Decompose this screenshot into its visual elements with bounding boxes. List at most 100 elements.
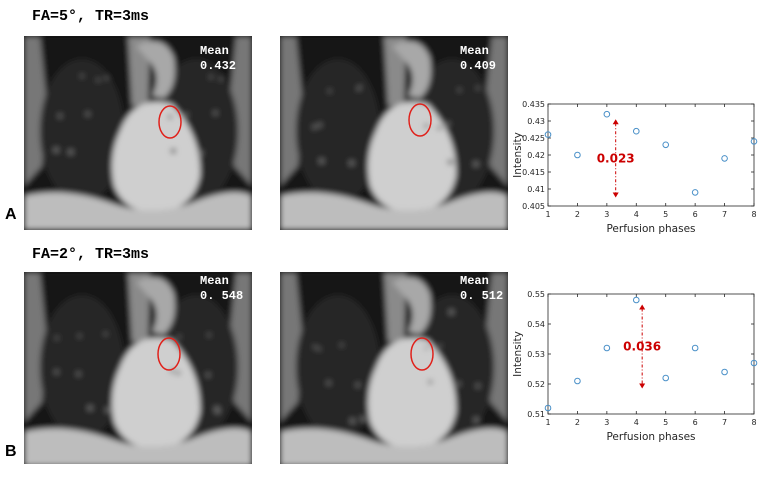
lung-vessel [105,407,111,413]
lung-vessel [445,121,451,127]
lung-vessel [448,309,455,315]
heart [112,337,201,449]
data-point [632,127,640,135]
lung-left [40,59,124,203]
lung-vessel [326,380,331,386]
lung-vessel [219,77,223,81]
aortic-arch [136,277,175,334]
x-tick-label: 7 [722,418,727,427]
intensity-chart-b: 1 2 3 4 5 6 7 8 0.51 0.52 0.53 0.54 0.55 Perfusion ph… [512,290,758,443]
lung-vessel [67,149,74,155]
aortic-arch [136,41,175,98]
mri-anatomy [280,36,508,230]
lung-vessel [348,160,355,166]
mri-anatomy [24,272,252,464]
data-point [544,404,552,412]
lung-vessel [55,336,59,340]
y-axis-label: Intensity [512,331,524,377]
aortic-arch [392,277,431,334]
data-point [544,131,552,138]
y-tick-label: 0.54 [527,320,545,329]
data-point [662,374,670,382]
y-tick-label: 0.41 [527,185,545,194]
x-tick-label: 8 [751,210,756,219]
row-b-title: FA=2°, TR=3ms [32,246,150,263]
lung-left [296,59,380,203]
mean-value: 0. 548 [200,289,244,303]
lung-vessel [318,158,325,164]
y-tick-label: 0.55 [527,290,545,299]
lung-vessel [424,123,429,129]
plot-frame [547,103,755,207]
y-tick-label: 0.425 [522,134,545,143]
lung-vessel [424,346,428,350]
y-tick-label: 0.43 [527,117,545,126]
x-tick-label: 7 [722,210,727,219]
lung-vessel [456,381,461,387]
row-a-title: FA=5°, TR=3ms [32,8,150,25]
data-point [691,189,699,196]
heart [112,101,201,213]
lung-vessel [76,371,81,377]
aortic-arch [392,41,431,98]
lung-vessel [457,88,462,92]
panel-letter-b: B [5,443,17,460]
roi-ellipse [408,103,432,137]
y-tick-label: 0.53 [527,350,545,359]
mri-image-a2: Mean 0.409 [280,36,508,230]
lung-vessel [340,343,344,347]
x-tick-label: 3 [604,418,609,427]
lung-vessel [436,125,442,131]
x-tick-label: 4 [634,210,639,219]
lung-vessel [475,383,481,389]
lung-vessel [104,76,109,80]
lung-vessel [104,332,108,336]
mean-value: 0.409 [460,59,497,73]
data-point [662,141,670,149]
lung-vessel [209,75,213,79]
lung-vessel [355,382,361,388]
heart [368,101,457,213]
data-point [721,368,728,376]
lung-left [40,295,124,439]
data-point [603,344,611,352]
lung-vessel [205,372,211,378]
range-arrow-head-down [612,192,619,198]
x-tick-label: 4 [634,418,639,427]
lung-left [296,295,380,439]
intensity-chart-a: 1 2 3 4 5 6 7 8 0.405 0.41 0.415 0.42 0.425 0.43 0.435… [512,100,758,235]
lung-vessel [328,89,332,93]
diaphragm [24,192,252,230]
y-tick-label: 0.42 [527,151,545,160]
diaphragm [24,428,252,464]
lung-vessel [473,161,479,167]
mean-value: 0. 512 [460,289,504,303]
mri-image-a1: Mean 0.432 [24,36,252,230]
mean-label: Mean 0. 512 [460,274,504,303]
mean-label: Mean 0.432 [200,44,237,73]
mean-label: Mean 0.409 [460,44,497,73]
y-tick-label: 0.415 [522,168,545,177]
lung-vessel [197,150,204,156]
chest-wall-left [24,272,46,422]
x-axis-label: Perfusion phases [606,431,695,443]
range-arrow-head-up [639,304,646,310]
lung-vessel [438,344,442,348]
mri-anatomy [280,272,508,464]
mean-value: 0.432 [200,59,237,73]
lung-vessel [473,417,480,423]
y-tick-label: 0.52 [527,380,545,389]
lung-vessel [85,111,90,117]
x-tick-label: 2 [575,210,580,219]
lung-vessel [356,87,361,91]
data-point [574,377,581,385]
lung-vessel [80,74,84,78]
roi-ellipse [410,337,434,371]
data-point [603,110,611,118]
lung-vessel [53,147,59,153]
roi-ellipse [157,337,181,371]
range-annotation: 0.023 [597,151,635,165]
lung-vessel [349,418,356,424]
range-arrow-head-up [612,119,619,125]
x-tick-label: 5 [663,418,668,427]
